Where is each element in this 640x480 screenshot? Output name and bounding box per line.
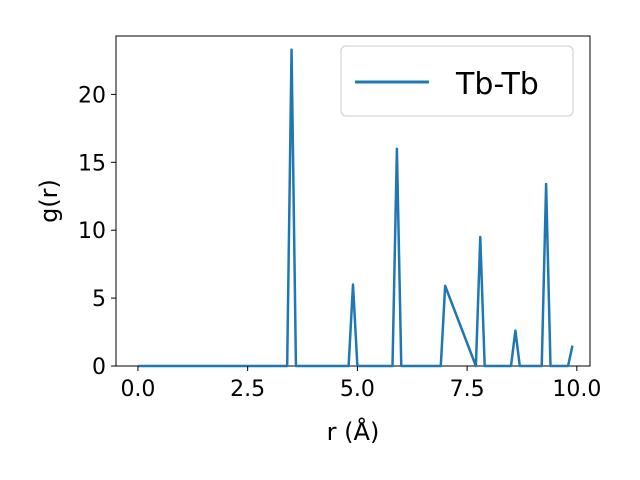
x-tick-label: 0.0 — [120, 377, 155, 402]
x-tick-label: 7.5 — [450, 377, 485, 402]
legend-box — [340, 45, 574, 117]
y-tick-label: 20 — [78, 83, 106, 108]
x-axis-label: r (Å) — [327, 417, 380, 446]
y-tick-label: 0 — [92, 355, 106, 380]
y-axis-ticks: 0 5 10 15 20 — [78, 83, 116, 380]
y-axis-label: g(r) — [35, 179, 63, 223]
legend: Tb-Tb — [340, 45, 574, 117]
x-tick-label: 10.0 — [552, 377, 601, 402]
y-tick-label: 10 — [78, 219, 106, 244]
x-tick-label: 5.0 — [340, 377, 375, 402]
legend-label: Tb-Tb — [455, 67, 539, 102]
x-tick-label: 2.5 — [230, 377, 265, 402]
y-tick-label: 5 — [92, 287, 106, 312]
x-axis-ticks: 0.0 2.5 5.0 7.5 10.0 — [120, 366, 601, 402]
y-tick-label: 15 — [78, 151, 106, 176]
series-line-0 — [137, 48, 574, 368]
